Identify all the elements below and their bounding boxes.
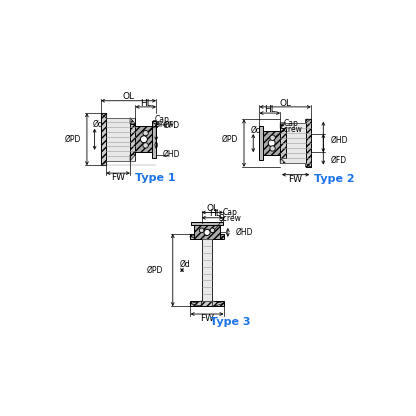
Bar bbox=[191, 222, 223, 225]
Polygon shape bbox=[101, 161, 106, 166]
Bar bbox=[306, 119, 311, 167]
Text: Type 2: Type 2 bbox=[314, 174, 354, 184]
Bar bbox=[101, 113, 106, 166]
Text: ØFD: ØFD bbox=[331, 156, 347, 165]
Circle shape bbox=[268, 140, 275, 146]
Bar bbox=[190, 301, 224, 306]
Text: Ød: Ød bbox=[92, 120, 103, 129]
Text: ØHD: ØHD bbox=[163, 150, 181, 159]
Text: HL: HL bbox=[264, 105, 276, 114]
Text: OL: OL bbox=[279, 99, 291, 108]
Text: FW: FW bbox=[111, 173, 125, 182]
Polygon shape bbox=[280, 123, 285, 129]
Text: HL: HL bbox=[209, 209, 221, 218]
Text: ØPD: ØPD bbox=[147, 266, 163, 275]
Text: HL: HL bbox=[140, 99, 152, 108]
Bar bbox=[280, 129, 285, 158]
Polygon shape bbox=[130, 155, 136, 161]
Bar bbox=[190, 234, 224, 239]
Text: ØFD: ØFD bbox=[163, 121, 180, 130]
Circle shape bbox=[143, 130, 148, 136]
Text: Cap: Cap bbox=[284, 119, 299, 129]
Text: ØPD: ØPD bbox=[221, 135, 238, 144]
Text: Screw: Screw bbox=[280, 125, 302, 134]
Circle shape bbox=[204, 229, 210, 235]
Polygon shape bbox=[101, 113, 106, 118]
Bar bbox=[152, 121, 156, 158]
Circle shape bbox=[199, 228, 204, 233]
Text: ØHD: ØHD bbox=[235, 228, 253, 237]
Polygon shape bbox=[280, 158, 285, 163]
Bar bbox=[130, 124, 136, 155]
Text: Ød: Ød bbox=[180, 260, 191, 269]
Bar bbox=[263, 131, 280, 156]
Text: Type 1: Type 1 bbox=[135, 173, 176, 183]
Circle shape bbox=[270, 146, 275, 151]
Polygon shape bbox=[306, 119, 311, 123]
Text: Screw: Screw bbox=[151, 120, 174, 129]
Polygon shape bbox=[213, 234, 224, 239]
Polygon shape bbox=[213, 301, 224, 306]
Polygon shape bbox=[190, 301, 202, 306]
Text: Ød: Ød bbox=[251, 126, 262, 134]
Circle shape bbox=[141, 136, 147, 143]
Text: FW: FW bbox=[289, 175, 302, 184]
Bar bbox=[136, 126, 152, 152]
Bar bbox=[106, 118, 136, 161]
Polygon shape bbox=[190, 234, 202, 239]
Text: ØPD: ØPD bbox=[65, 135, 82, 144]
Polygon shape bbox=[130, 118, 136, 124]
Circle shape bbox=[210, 228, 215, 233]
Text: ØHD: ØHD bbox=[331, 136, 349, 144]
Bar bbox=[194, 225, 220, 239]
Text: FW: FW bbox=[200, 314, 214, 323]
Bar bbox=[101, 113, 106, 166]
Bar bbox=[280, 123, 311, 163]
Text: OL: OL bbox=[122, 92, 134, 102]
Polygon shape bbox=[306, 163, 311, 167]
Text: Screw: Screw bbox=[219, 213, 242, 223]
Text: OL: OL bbox=[206, 204, 218, 213]
Circle shape bbox=[270, 135, 275, 140]
Text: Cap: Cap bbox=[223, 208, 238, 217]
Text: Type 3: Type 3 bbox=[210, 317, 250, 327]
Circle shape bbox=[143, 143, 148, 148]
Bar bbox=[260, 126, 263, 160]
Bar bbox=[202, 239, 213, 301]
Text: Cap: Cap bbox=[155, 115, 170, 124]
